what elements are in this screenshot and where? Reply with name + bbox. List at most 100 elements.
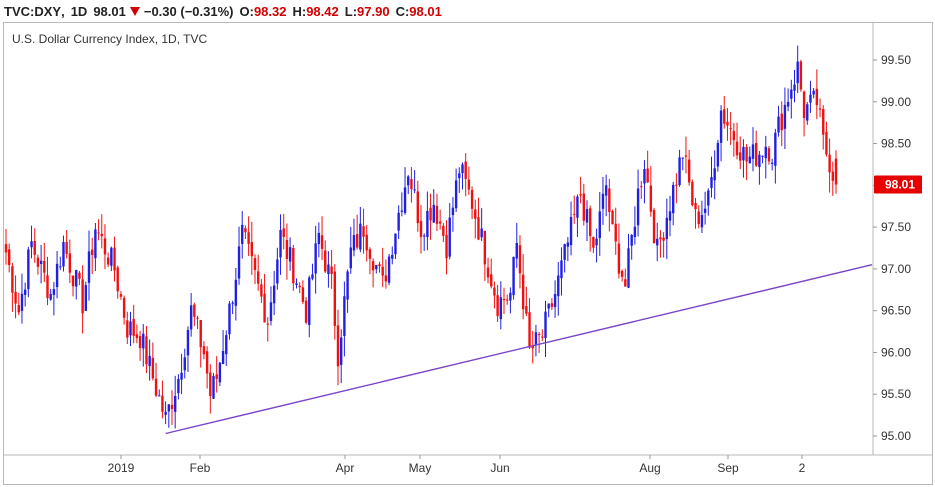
candle-body [525,306,528,314]
candle-body [531,345,534,349]
candle-body [135,334,139,339]
candle-body [815,88,819,106]
candle-body [541,336,544,338]
candle-body [132,318,135,336]
candle-body [272,285,276,304]
candle-body [81,279,84,314]
candle-body [544,311,547,339]
candle-body [33,241,36,255]
trend-line [165,264,873,435]
y-tick-label: 95.00 [881,429,911,443]
candle-body [20,293,24,311]
candle-body [43,260,46,273]
candle-body [739,152,742,161]
candle-body [569,216,573,246]
candle-body [515,242,518,259]
candle-body [288,247,292,262]
candle-body [400,210,404,212]
candle-body [196,317,199,319]
candle-body [14,291,17,304]
candle-body [636,188,640,226]
candle-body [745,146,748,162]
x-tick-label: May [409,461,432,475]
candle-body [691,181,694,206]
candle-body [359,223,362,250]
candle-body [295,283,298,285]
candle-body [256,271,260,284]
candle-body [521,274,525,310]
candle-body [608,188,611,213]
candle-body [126,320,129,338]
candle-body [563,244,566,260]
candle-body [71,275,75,287]
candle-body [675,184,678,186]
candle-body [205,351,209,374]
candle-body [643,169,646,184]
candle-body [630,234,633,246]
candle-body [451,207,455,216]
y-tick-label: 98.50 [881,137,911,151]
candle-body [39,260,43,265]
down-arrow-icon [129,6,140,16]
candle-body [164,411,167,415]
candle-body [241,224,244,244]
candle-body [806,104,809,121]
candle-body [365,234,368,251]
candle-body [237,246,241,279]
candle-body [665,217,669,240]
candle-body [687,159,691,183]
candle-body [106,257,110,265]
candle-body [614,223,617,242]
price-change: −0.30 (−0.31%) [143,3,234,19]
candle-body [710,177,713,188]
candle-body [802,91,806,119]
candle-body [633,226,637,237]
candle-body [62,242,65,267]
candle-body [790,89,793,99]
candle-body [620,270,624,277]
candle-body [470,189,474,209]
candle-body [652,209,656,244]
candle-body [557,275,560,297]
candle-body [202,346,206,355]
candle-body [199,319,202,348]
candle-body [442,225,445,236]
candle-body [368,249,372,259]
candle-body [394,233,397,255]
open-label: O: [239,3,254,19]
y-tick-label: 97.00 [881,262,911,276]
x-tick-label: Jun [490,461,509,475]
candle-body [336,325,340,367]
x-tick-label: 2019 [108,461,135,475]
candle-body [828,154,831,173]
candle-body [716,142,720,167]
candle-body [668,211,672,221]
candle-body [445,234,448,259]
candle-body [719,110,723,143]
candle-body [579,194,582,196]
candle-body [87,251,91,283]
candle-body [684,155,688,157]
candle-body [598,211,601,239]
candle-body [419,221,423,237]
candle-body [285,239,289,259]
candle-body [553,294,557,308]
chart-frame[interactable] [3,22,933,485]
candle-body [656,238,659,246]
symbol-label[interactable]: TVC:DXY [4,3,62,19]
candle-body [75,269,78,287]
interval-label[interactable]: 1D [70,3,88,19]
candle-body [103,238,107,255]
candle-body [726,121,729,126]
candle-body [311,274,314,279]
candle-body [298,285,301,288]
candle-body [266,323,269,325]
candle-body [403,187,407,213]
candle-body [65,241,68,254]
candle-body [566,242,570,247]
candle-body [477,217,480,240]
candle-body [247,232,250,244]
candle-body [129,321,132,336]
candle-body [170,404,174,410]
